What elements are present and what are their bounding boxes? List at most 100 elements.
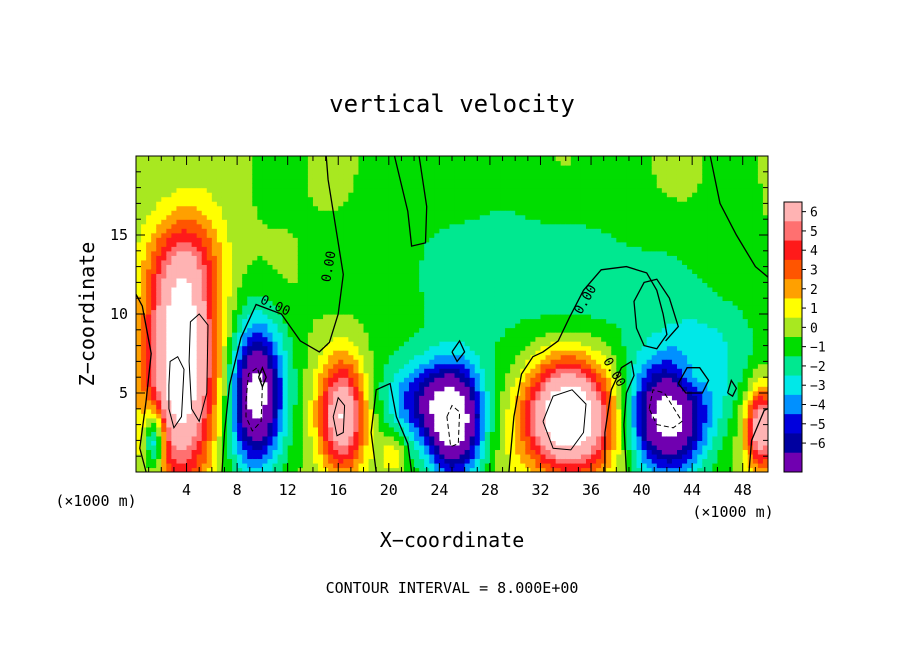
heatmap-cell [232,196,238,202]
heatmap-cell [424,350,430,356]
heatmap-cell [176,156,183,162]
heatmap-cell [409,165,415,171]
heatmap-cell [459,156,466,162]
heatmap-cell [323,178,329,184]
heatmap-cell [333,372,339,378]
heatmap-cell [146,295,152,302]
heatmap-cell [312,404,319,410]
heatmap-cell [186,183,193,189]
heatmap-cell [474,435,481,441]
heatmap-cell [242,399,248,405]
heatmap-cell [302,214,309,220]
heatmap-cell [252,417,258,423]
heatmap-cell [232,368,238,374]
heatmap-cell [151,273,157,279]
heatmap-cell [297,336,304,342]
heatmap-cell [186,214,193,220]
heatmap-cell [479,404,486,410]
heatmap-cell [166,291,172,297]
heatmap-cell [459,205,466,211]
heatmap-cell [141,345,147,351]
heatmap-cell [292,232,299,238]
heatmap-cell [287,246,294,252]
heatmap-cell [227,196,233,202]
heatmap-cell [252,192,258,198]
heatmap-cell [409,458,415,464]
heatmap-cell [368,250,375,256]
heatmap-cell [363,169,370,175]
heatmap-cell [403,232,410,238]
heatmap-cell [252,183,258,189]
heatmap-cell [434,160,440,166]
heatmap-cell [353,422,360,428]
heatmap-cell [282,255,289,261]
heatmap-cell [474,386,481,392]
heatmap-cell [232,228,238,234]
heatmap-cell [166,228,172,234]
heatmap-cell [201,444,208,451]
heatmap-cell [221,268,228,274]
heatmap-cell [328,259,334,265]
heatmap-cell [474,444,481,451]
heatmap-cell [267,449,274,455]
heatmap-cell [242,462,248,469]
heatmap-cell [196,300,203,306]
heatmap-cell [257,156,263,162]
heatmap-cell [378,354,385,360]
heatmap-cell [424,255,430,261]
heatmap-cell [328,201,334,207]
heatmap-cell [161,368,167,374]
heatmap-cell [221,187,228,193]
heatmap-cell [323,395,329,401]
heatmap-cell [479,304,486,311]
heatmap-cell [267,268,274,274]
heatmap-cell [277,368,284,374]
heatmap-cell [484,404,491,410]
heatmap-cell [414,435,420,441]
heatmap-cell [373,259,380,265]
heatmap-cell [383,413,390,419]
heatmap-cell [206,413,213,419]
heatmap-cell [454,390,461,396]
heatmap-cell [398,205,405,211]
heatmap-cell [439,304,446,311]
heatmap-cell [171,250,178,256]
heatmap-cell [252,286,258,293]
heatmap-cell [454,156,461,162]
heatmap-cell [388,381,395,387]
heatmap-cell [469,295,476,302]
heatmap-cell [302,395,309,401]
heatmap-cell [181,426,188,432]
heatmap-cell [368,462,375,469]
heatmap-cell [292,255,299,261]
heatmap-cell [373,368,380,374]
heatmap-cell [146,268,152,274]
heatmap-cell [378,169,385,175]
heatmap-cell [156,354,162,360]
heatmap-cell [439,228,446,234]
heatmap-cell [176,345,183,351]
heatmap-cell [191,187,198,193]
heatmap-cell [464,435,471,441]
heatmap-cell [191,174,198,180]
heatmap-cell [292,219,299,225]
heatmap-cell [373,462,380,469]
heatmap-cell [393,318,400,324]
heatmap-cell [333,314,339,320]
heatmap-cell [272,327,279,333]
heatmap-cell [489,241,496,247]
heatmap-cell [297,264,304,270]
heatmap-cell [252,219,258,225]
heatmap-cell [237,156,243,162]
heatmap-cell [161,291,167,297]
heatmap-cell [156,178,162,184]
heatmap-cell [242,174,248,180]
heatmap-cell [479,196,486,202]
heatmap-cell [363,228,370,234]
heatmap-cell [363,210,370,216]
heatmap-cell [439,268,446,274]
heatmap-cell [429,273,435,279]
heatmap-cell [136,183,142,189]
heatmap-cell [444,368,451,374]
heatmap-cell [388,183,395,189]
